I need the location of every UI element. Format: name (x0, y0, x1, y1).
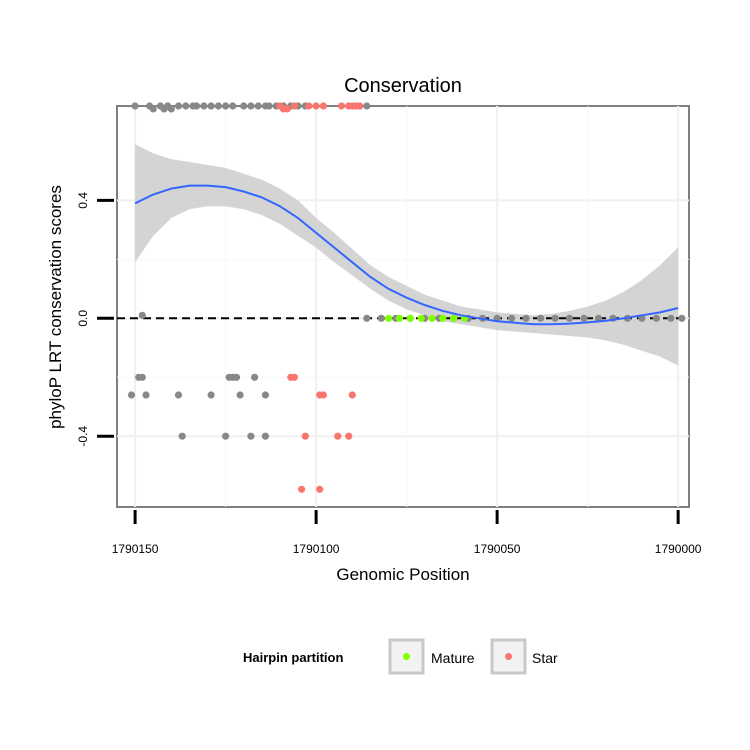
point-other (247, 432, 255, 440)
point-mature (428, 314, 436, 322)
point-other (240, 102, 248, 110)
point-star (345, 432, 353, 440)
point-other (232, 373, 241, 381)
point-other (229, 102, 237, 110)
legend-title: Hairpin partition (243, 650, 343, 665)
point-mature (384, 314, 393, 322)
point-other (363, 314, 371, 322)
point-other (580, 314, 588, 322)
point-other (222, 432, 230, 440)
confidence-ribbon (135, 144, 679, 366)
smooth-line-layer (134, 184, 679, 326)
point-other (207, 391, 215, 399)
point-mature (439, 314, 447, 322)
x-tick-label: 1790000 (655, 542, 702, 556)
point-other (522, 314, 530, 322)
axes-layer: 1790150 1790100 1790050 1790000 0.4 0.0 -0.4 (76, 192, 702, 556)
point-other (182, 102, 190, 110)
point-other (193, 102, 201, 110)
point-mature (406, 314, 414, 322)
point-star (283, 105, 291, 113)
point-star (290, 102, 298, 110)
point-star (316, 485, 324, 493)
chart-title: Conservation (344, 75, 462, 97)
point-other (207, 102, 215, 110)
legend-marker-star (505, 653, 512, 660)
confidence-ribbon-layer (135, 144, 679, 366)
point-other (142, 391, 150, 399)
y-axis-title: phyloP LRT conservation scores (46, 185, 65, 429)
point-other (138, 373, 146, 381)
point-mature (417, 314, 425, 322)
point-other (236, 391, 244, 399)
point-other (551, 314, 559, 322)
point-other (265, 102, 273, 110)
legend-label-mature: Mature (431, 650, 475, 666)
point-star (290, 373, 298, 381)
point-other (678, 314, 686, 322)
point-other (247, 102, 255, 110)
x-tick-label: 1790150 (112, 542, 159, 556)
series-star (276, 102, 364, 493)
point-other (377, 314, 385, 322)
point-other (167, 105, 175, 113)
point-other (138, 311, 146, 319)
point-star (301, 432, 309, 440)
point-star (319, 102, 327, 110)
y-tick-label: 0.4 (76, 192, 90, 209)
point-star (305, 102, 313, 110)
x-axis-title: Genomic Position (336, 565, 469, 584)
point-star (356, 102, 364, 110)
point-star (312, 102, 320, 110)
point-other (261, 432, 269, 440)
point-star (337, 102, 346, 110)
point-star (348, 391, 356, 399)
point-mature (395, 314, 403, 322)
point-other (178, 432, 186, 440)
point-other (652, 314, 661, 322)
point-other (251, 373, 259, 381)
point-other (222, 102, 230, 110)
point-other (261, 391, 269, 399)
y-tick-label: -0.4 (76, 426, 90, 447)
smooth-line (134, 184, 679, 326)
point-other (200, 102, 208, 110)
x-tick-label: 1790100 (293, 542, 340, 556)
point-other (565, 314, 574, 322)
point-other (214, 102, 222, 110)
point-other (594, 314, 603, 322)
x-tick-label: 1790050 (474, 542, 521, 556)
point-other (149, 105, 157, 113)
y-tick-label: 0.0 (76, 310, 90, 327)
point-mature (450, 314, 458, 322)
legend: Hairpin partition Mature Star (243, 638, 558, 675)
point-other (667, 314, 675, 322)
point-other (363, 102, 371, 110)
legend-label-star: Star (532, 650, 558, 666)
legend-marker-mature (403, 653, 410, 660)
point-star (298, 485, 306, 493)
point-other (131, 102, 139, 110)
series-mature (384, 314, 469, 322)
point-other (254, 102, 262, 110)
point-other (174, 102, 183, 110)
point-other (508, 314, 516, 322)
point-other (537, 314, 545, 322)
point-star (334, 432, 342, 440)
point-other (174, 391, 183, 399)
point-other (127, 391, 136, 399)
point-star (319, 391, 327, 399)
